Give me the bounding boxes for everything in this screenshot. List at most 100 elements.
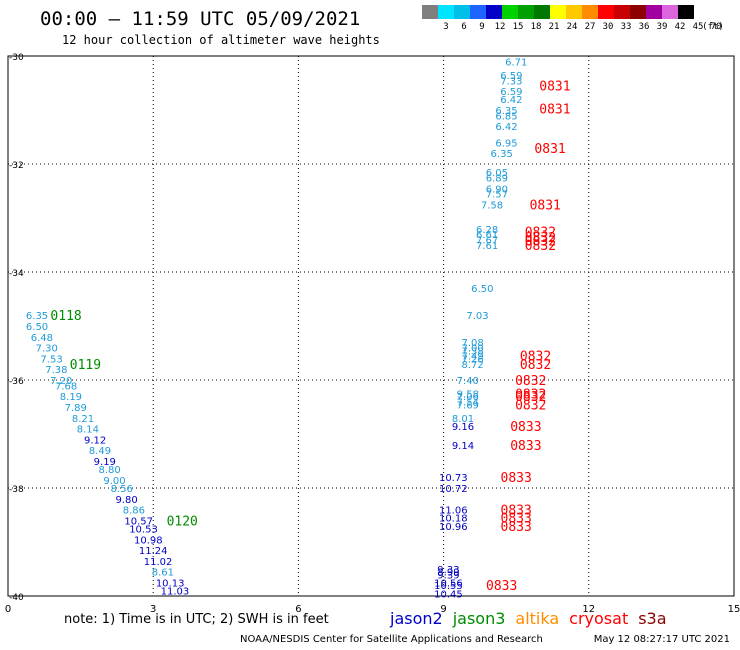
data-point-label: 7.20 <box>50 376 72 387</box>
mission-altika: altika <box>515 609 560 628</box>
data-point-label: 8.99 <box>437 568 459 579</box>
x-tick-label: 15 <box>728 604 740 615</box>
mission-legend: jason2 jason3 altika cryosat s3a <box>390 609 667 628</box>
time-label: 0832 <box>525 231 556 246</box>
data-point-label: 10.18 <box>439 514 468 525</box>
data-point-label: 8.86 <box>123 506 145 517</box>
data-point-label: 10.56 <box>434 579 463 590</box>
data-point-label: 8.19 <box>60 392 82 403</box>
y-tick-label: -38 <box>9 485 24 495</box>
color-scale-label: 70 <box>710 22 722 32</box>
color-swatch <box>438 5 454 19</box>
data-point-label: 10.57 <box>124 516 153 527</box>
color-swatch <box>518 5 534 19</box>
time-label: 0831 <box>530 199 561 214</box>
data-point-label: 7.00 <box>462 344 484 355</box>
data-point-label: 8.56 <box>111 484 133 495</box>
data-point-label: 10.73 <box>439 473 468 484</box>
data-point-label: 6.42 <box>500 95 522 106</box>
data-point-label: 8.49 <box>89 446 111 457</box>
data-point-label: 7.69 <box>457 400 479 411</box>
data-point-label: 7.68 <box>55 381 77 392</box>
data-point-label: 6.89 <box>486 174 508 185</box>
data-point-label: 6.59 <box>500 71 522 82</box>
data-point-label: 6.90 <box>486 184 508 195</box>
time-label: 0833 <box>510 439 541 454</box>
time-label: 0832 <box>515 390 546 405</box>
data-point-label: 7.30 <box>36 344 58 355</box>
color-scale-label: 21 <box>548 22 560 32</box>
data-point-label: 7.89 <box>65 403 87 414</box>
data-point-label: 11.02 <box>144 557 173 568</box>
data-point-label: 7.49 <box>462 352 484 363</box>
data-point-label: 7.03 <box>466 311 488 322</box>
data-point-label: 6.35 <box>491 149 513 160</box>
data-point-label: 8.72 <box>462 360 484 371</box>
time-label: 0832 <box>525 239 556 254</box>
color-swatch <box>630 5 646 19</box>
chart-title: 00:00 – 11:59 UTC 05/09/2021 <box>40 8 361 30</box>
data-point-label: 7.67 <box>476 236 498 247</box>
color-swatch <box>550 5 566 19</box>
data-point-label: 9.33 <box>437 565 459 576</box>
time-label: 0833 <box>501 512 532 527</box>
time-label: 0832 <box>515 374 546 389</box>
time-label: 0833 <box>486 579 517 594</box>
color-swatch <box>470 5 486 19</box>
time-label: 0833 <box>501 504 532 519</box>
data-point-label: 11.24 <box>139 546 168 557</box>
data-point-label: 8.80 <box>99 465 121 476</box>
data-point-label: 7.40 <box>457 376 479 387</box>
data-point-label: 10.96 <box>439 522 468 533</box>
color-swatch <box>422 5 438 19</box>
color-swatch <box>646 5 662 19</box>
data-point-label: 7.38 <box>45 365 67 376</box>
color-scale-label: 42 <box>674 22 686 32</box>
color-scale-label: 39 <box>656 22 668 32</box>
data-point-label: 8.14 <box>77 425 99 436</box>
data-point-label: 7.61 <box>476 241 498 252</box>
time-label: 0832 <box>515 398 546 413</box>
x-tick-label: 3 <box>150 604 156 615</box>
data-point-label: 6.85 <box>495 111 517 122</box>
color-swatch <box>598 5 614 19</box>
data-point-label: 6.35 <box>26 311 48 322</box>
chart-subtitle: 12 hour collection of altimeter wave hei… <box>62 33 380 47</box>
time-label: 0832 <box>525 226 556 241</box>
data-point-label: 6.59 <box>500 87 522 98</box>
data-point-label: 9.80 <box>115 495 137 506</box>
data-point-label: 6.50 <box>471 284 493 295</box>
data-point-label: 6.95 <box>495 138 517 149</box>
color-scale-swatches <box>422 5 694 19</box>
time-label: 0832 <box>520 350 551 365</box>
data-point-label: 7.58 <box>481 201 503 212</box>
time-label: 0832 <box>520 358 551 373</box>
data-point-label: 6.48 <box>31 333 53 344</box>
mission-jason3: jason3 <box>452 609 506 628</box>
data-point-label: 8.21 <box>72 414 94 425</box>
data-point-label: 7.06 <box>457 392 479 403</box>
color-swatch <box>582 5 598 19</box>
data-point-label: 7.53 <box>40 354 62 365</box>
data-point-label: 6.28 <box>476 225 498 236</box>
x-tick-label: 0 <box>5 604 11 615</box>
time-label: 0119 <box>70 358 101 373</box>
data-point-label: 9.00 <box>103 476 125 487</box>
footer: NOAA/NESDIS Center for Satellite Applica… <box>240 634 730 645</box>
data-point-label: 11.06 <box>439 506 468 517</box>
data-point-label: 11.03 <box>161 587 190 598</box>
y-tick-label: -34 <box>9 269 24 279</box>
color-scale-label: 3 <box>443 22 449 32</box>
color-scale-label: 9 <box>479 22 485 32</box>
data-point-label: 6.42 <box>495 122 517 133</box>
footer-timestamp: May 12 08:27:17 UTC 2021 <box>593 634 730 645</box>
mission-s3a: s3a <box>638 609 667 628</box>
data-point-label: 9.12 <box>84 435 106 446</box>
data-point-label: 10.53 <box>129 525 158 536</box>
color-scale-label: 12 <box>494 22 506 32</box>
note-text: note: 1) Time is in UTC; 2) SWH is in fe… <box>64 612 329 627</box>
data-point-label: 6.61 <box>476 230 498 241</box>
color-scale-label: 33 <box>620 22 632 32</box>
data-point-label: 6.71 <box>505 57 527 68</box>
